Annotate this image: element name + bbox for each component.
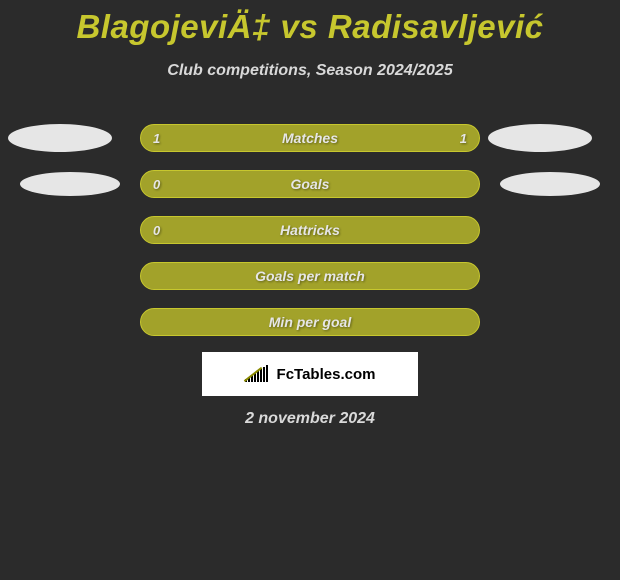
logo-mark bbox=[245, 364, 271, 384]
stat-rows: Matches 1 1 Goals 0 Hattricks 0 Goals per match… bbox=[0, 124, 620, 354]
stat-value-left: 1 bbox=[153, 131, 160, 146]
comparison-blob bbox=[8, 124, 112, 152]
page-subtitle: Club competitions, Season 2024/2025 bbox=[0, 62, 620, 80]
comparison-blob bbox=[488, 124, 592, 152]
stat-row: Matches 1 1 bbox=[0, 124, 620, 152]
comparison-blob bbox=[500, 172, 600, 196]
logo-text: FcTables.com bbox=[277, 366, 376, 383]
stat-pill: Min per goal bbox=[140, 308, 480, 336]
stat-label: Goals per match bbox=[255, 268, 365, 284]
stat-pill: Goals per match bbox=[140, 262, 480, 290]
stat-label: Min per goal bbox=[269, 314, 351, 330]
stat-value-left: 0 bbox=[153, 223, 160, 238]
stat-label: Goals bbox=[291, 176, 330, 192]
stat-value-right: 1 bbox=[460, 131, 467, 146]
logo-box: FcTables.com bbox=[202, 352, 418, 396]
stat-pill: Matches 1 1 bbox=[140, 124, 480, 152]
stat-pill: Hattricks 0 bbox=[140, 216, 480, 244]
stat-row: Hattricks 0 bbox=[0, 216, 620, 244]
stat-label: Hattricks bbox=[280, 222, 340, 238]
stat-label: Matches bbox=[282, 130, 338, 146]
stat-row: Goals per match bbox=[0, 262, 620, 290]
stat-row: Min per goal bbox=[0, 308, 620, 336]
stat-pill: Goals 0 bbox=[140, 170, 480, 198]
page-title: BlagojeviÄ‡ vs Radisavljević bbox=[0, 8, 620, 46]
stat-row: Goals 0 bbox=[0, 170, 620, 198]
stat-value-left: 0 bbox=[153, 177, 160, 192]
comparison-blob bbox=[20, 172, 120, 196]
footer-date: 2 november 2024 bbox=[0, 410, 620, 428]
